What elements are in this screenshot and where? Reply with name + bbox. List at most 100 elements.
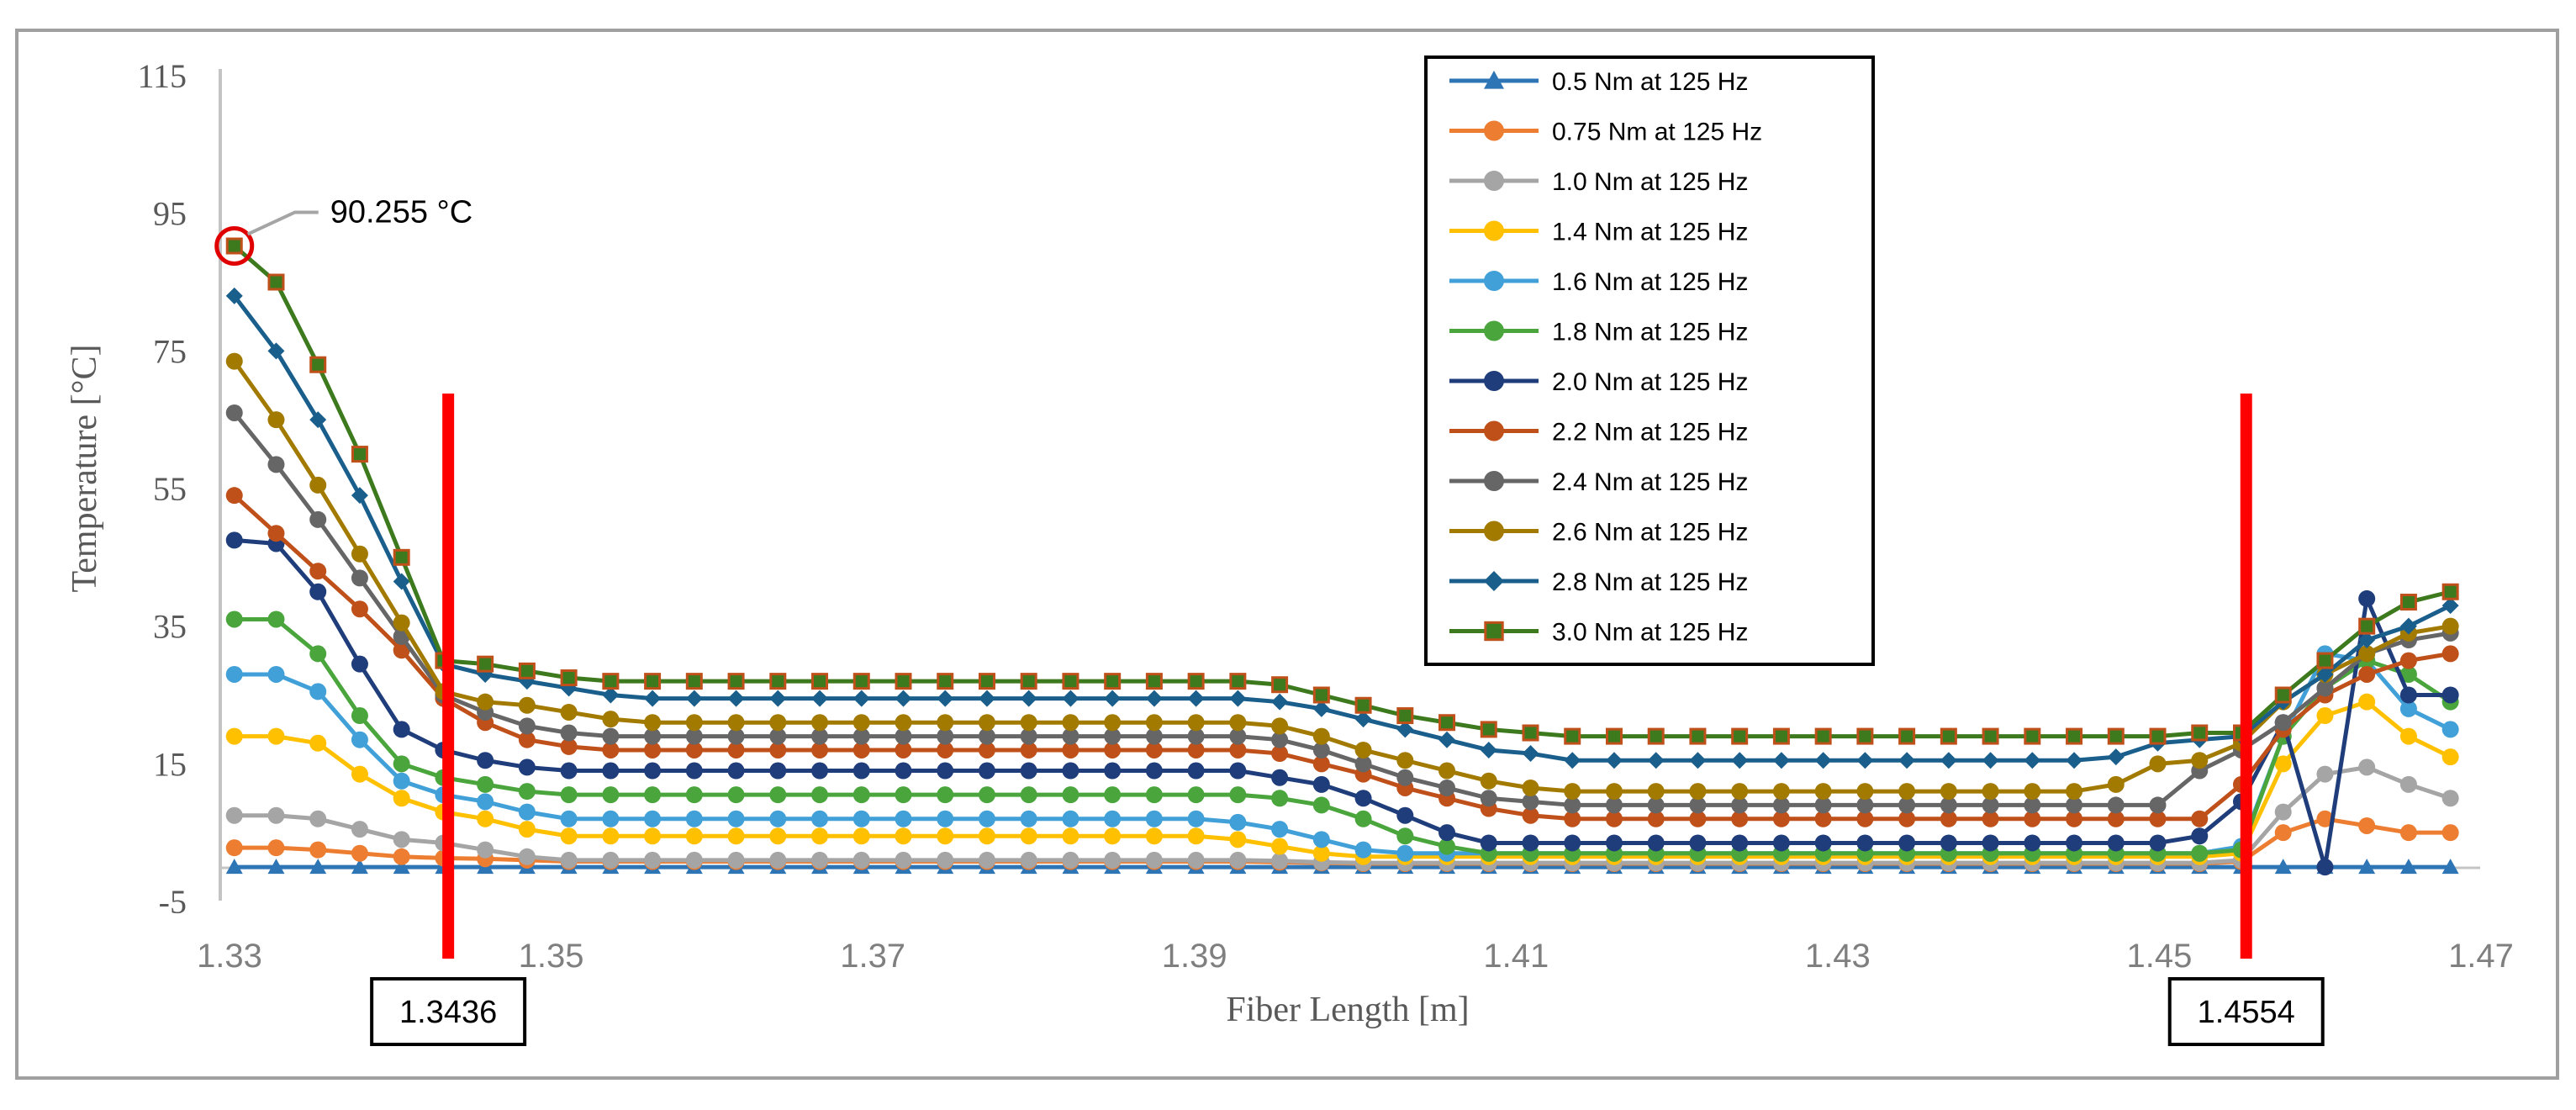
data-point [644, 741, 662, 758]
data-point [225, 610, 243, 628]
series-layer [225, 237, 2459, 876]
data-point [1731, 727, 1749, 745]
data-point [1647, 796, 1665, 814]
data-point [685, 810, 703, 827]
data-point [978, 690, 995, 707]
data-point [1647, 810, 1665, 827]
legend-swatch-marker [1484, 621, 1504, 642]
legend-label: 2.6 Nm at 125 Hz [1552, 519, 1748, 547]
peak-highlight-circle [214, 225, 255, 266]
data-point [2358, 693, 2376, 711]
data-point [937, 786, 954, 804]
data-point [560, 762, 578, 780]
data-point [1940, 810, 1957, 827]
data-point [1772, 752, 1790, 769]
data-point [309, 683, 327, 700]
data-point [351, 859, 368, 875]
data-point [602, 727, 620, 745]
data-point [2274, 714, 2292, 732]
data-point [1187, 827, 1205, 845]
data-point [853, 810, 870, 827]
data-point [895, 827, 912, 845]
data-point [1145, 851, 1163, 869]
data-point [518, 696, 536, 714]
y-tick-label: 15 [153, 745, 187, 783]
data-point [1438, 838, 1456, 855]
data-point [1605, 783, 1623, 801]
data-point [1062, 762, 1079, 780]
data-point [560, 669, 578, 687]
data-point [685, 714, 703, 732]
data-point [351, 600, 368, 618]
data-point [477, 655, 494, 673]
data-point [1438, 762, 1456, 780]
series-6 [225, 531, 2459, 876]
data-point [393, 790, 410, 807]
data-point [1982, 810, 1999, 827]
data-point [2441, 824, 2459, 842]
legend-label: 2.0 Nm at 125 Hz [1552, 368, 1748, 396]
data-point [1564, 834, 1581, 852]
data-point [895, 851, 912, 869]
data-point [267, 727, 285, 745]
legend-label: 1.4 Nm at 125 Hz [1552, 219, 1748, 246]
data-point [644, 714, 662, 732]
data-point [225, 665, 243, 683]
y-tick-label: 115 [137, 57, 187, 95]
data-point [267, 342, 285, 360]
data-point [1898, 783, 1916, 801]
data-point [477, 693, 494, 711]
data-point [1689, 810, 1707, 827]
data-point [267, 665, 285, 683]
data-point [1020, 727, 1037, 745]
data-point [2316, 859, 2334, 876]
data-point [1187, 727, 1205, 745]
data-point [978, 851, 995, 869]
data-point [2316, 810, 2334, 827]
data-point [1856, 752, 1874, 769]
data-point [393, 548, 410, 566]
data-point [560, 810, 578, 827]
data-point [727, 714, 745, 732]
data-point [1145, 810, 1163, 827]
data-point [309, 734, 327, 752]
data-point [1605, 834, 1623, 852]
data-point [978, 727, 995, 745]
data-point [1396, 769, 1414, 786]
legend-label: 2.4 Nm at 125 Hz [1552, 468, 1748, 496]
data-point [937, 690, 954, 707]
data-point [1020, 851, 1037, 869]
data-point [811, 690, 829, 707]
data-point [1564, 810, 1581, 827]
data-point [1229, 813, 1247, 831]
data-point [769, 673, 787, 690]
data-point [602, 827, 620, 845]
data-point [1145, 690, 1163, 707]
data-point [1271, 731, 1289, 748]
data-point [2066, 752, 2083, 769]
data-point [895, 762, 912, 780]
legend-swatch-marker [1484, 271, 1504, 291]
data-point [2399, 665, 2417, 683]
data-point [1312, 831, 1330, 848]
data-point [393, 573, 410, 590]
data-point [2399, 859, 2417, 875]
data-point [1814, 810, 1832, 827]
data-point [518, 758, 536, 776]
data-point [351, 487, 368, 505]
peak-label: 90.255 °C [330, 194, 472, 230]
data-point [2316, 679, 2334, 697]
data-point [2024, 783, 2041, 801]
data-point [1856, 834, 1874, 852]
data-point [2149, 796, 2167, 814]
data-point [2399, 652, 2417, 669]
marker-label: 1.4554 [2198, 995, 2295, 1030]
data-point [1814, 783, 1832, 801]
data-point [2441, 617, 2459, 635]
data-point [1396, 721, 1414, 738]
data-point [1145, 727, 1163, 745]
data-point [1187, 690, 1205, 707]
data-point [853, 690, 870, 707]
data-point [1312, 796, 1330, 814]
